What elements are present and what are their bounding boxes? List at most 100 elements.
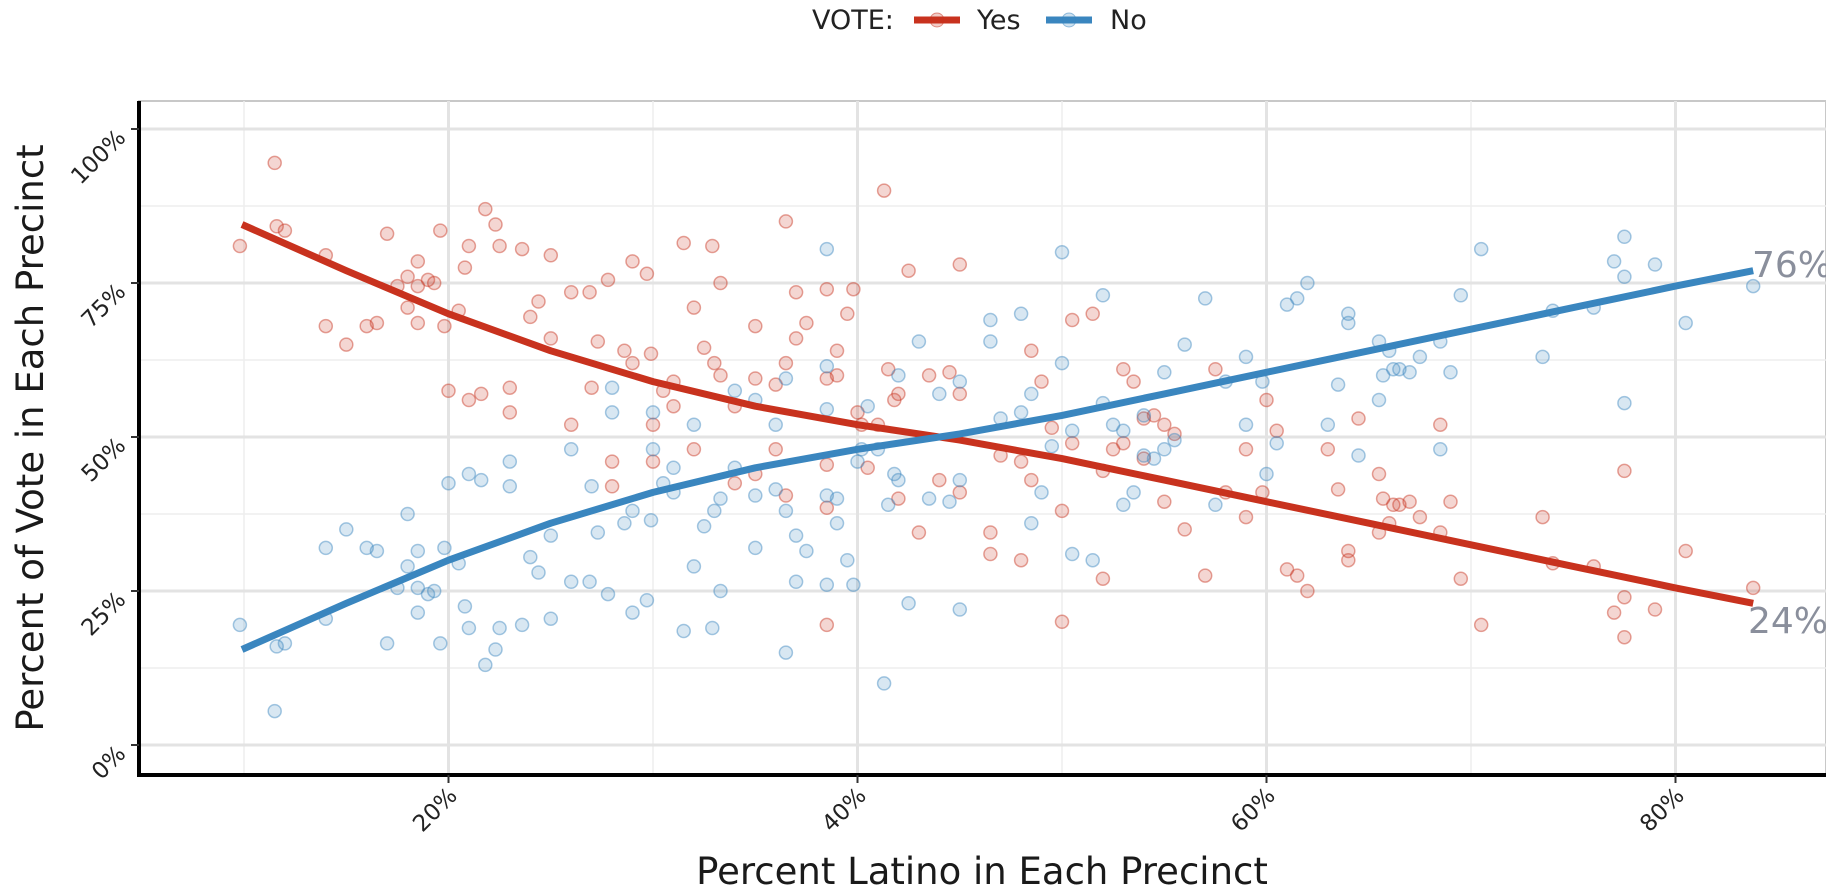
point-yes-154	[707, 355, 722, 371]
point-no-142	[1745, 278, 1761, 294]
point-yes-28	[502, 405, 518, 420]
point-no-15	[410, 605, 426, 620]
point-yes-111	[1269, 423, 1284, 439]
point-no-40	[639, 592, 655, 608]
point-yes-67	[846, 281, 861, 297]
point-yes-161	[461, 392, 477, 408]
x-tick-label-0: 20%	[408, 783, 463, 838]
point-yes-45	[676, 235, 691, 251]
trend-line-no	[240, 267, 1754, 653]
point-no-122	[1375, 368, 1391, 383]
point-no-144	[1054, 244, 1070, 260]
point-no-104	[1197, 291, 1213, 306]
point-yes-85	[1024, 343, 1039, 359]
point-no-107	[1238, 417, 1254, 432]
point-no-137	[1617, 229, 1632, 245]
point-yes-150	[604, 479, 620, 494]
point-no-81	[983, 312, 998, 328]
point-no-9	[379, 636, 395, 651]
point-yes-34	[582, 284, 597, 300]
point-no-89	[1064, 546, 1080, 562]
point-yes-165	[850, 405, 865, 420]
point-yes-156	[829, 343, 845, 359]
point-no-145	[1013, 306, 1029, 322]
point-yes-136	[1606, 605, 1622, 620]
point-yes-146	[891, 491, 906, 506]
y-tick-label-1: 25%	[77, 587, 132, 642]
point-no-75	[921, 491, 937, 506]
point-no-46	[686, 559, 702, 574]
point-yes-84	[1024, 472, 1039, 488]
point-yes-158	[625, 355, 640, 371]
point-yes-52	[727, 475, 743, 491]
grid	[139, 101, 1826, 775]
point-yes-86	[1034, 374, 1049, 389]
point-yes-38	[617, 343, 632, 359]
point-no-0	[232, 617, 248, 633]
point-no-132	[1453, 288, 1469, 303]
point-no-93	[1116, 423, 1131, 439]
point-yes-41	[643, 346, 659, 362]
point-no-49	[713, 491, 728, 506]
point-no-50	[713, 583, 728, 599]
point-yes-35	[590, 334, 606, 349]
point-yes-87	[1044, 420, 1060, 436]
point-no-76	[942, 494, 957, 509]
point-no-58	[778, 645, 794, 660]
point-yes-92	[1105, 442, 1121, 457]
point-yes-22	[457, 260, 473, 275]
point-yes-14	[410, 315, 426, 331]
point-yes-15	[410, 254, 426, 269]
point-yes-23	[461, 238, 477, 254]
point-yes-58	[778, 214, 794, 229]
point-no-154	[707, 503, 722, 519]
point-yes-42	[645, 417, 661, 432]
point-no-19	[437, 540, 452, 556]
point-yes-148	[686, 442, 702, 457]
point-yes-29	[514, 241, 530, 257]
point-no-133	[1535, 349, 1550, 365]
point-yes-55	[778, 488, 794, 503]
point-no-156	[829, 515, 845, 531]
point-no-7	[359, 540, 374, 556]
point-yes-64	[819, 457, 835, 472]
point-yes-143	[819, 617, 835, 633]
point-no-95	[1116, 497, 1131, 513]
point-no-42	[645, 442, 661, 457]
point-no-101	[1157, 442, 1172, 457]
point-yes-103	[1177, 522, 1192, 537]
point-yes-31	[531, 294, 546, 309]
point-yes-36	[600, 272, 616, 288]
point-no-80	[983, 334, 998, 349]
y-tick-label-4: 100%	[66, 125, 131, 190]
point-yes-122	[1375, 491, 1391, 506]
point-yes-60	[799, 315, 814, 331]
point-yes-72	[887, 392, 902, 408]
point-no-129	[1433, 442, 1448, 457]
point-yes-7	[359, 318, 374, 334]
point-yes-153	[666, 398, 681, 414]
point-yes-16	[420, 272, 436, 288]
point-no-8	[369, 543, 385, 559]
point-no-45	[676, 623, 691, 639]
point-yes-138	[1617, 589, 1632, 605]
point-no-124	[1386, 361, 1401, 377]
point-yes-11	[400, 269, 415, 285]
legend-title: VOTE:	[812, 5, 894, 36]
point-yes-107	[1238, 442, 1254, 457]
point-no-53	[748, 488, 763, 503]
point-yes-151	[563, 417, 579, 432]
point-no-74	[901, 596, 916, 611]
point-no-120	[1371, 392, 1387, 408]
point-no-130	[1443, 365, 1458, 380]
point-yes-56	[768, 377, 783, 392]
point-no-155	[788, 528, 804, 543]
point-yes-147	[768, 442, 783, 457]
point-yes-139	[1678, 543, 1693, 559]
point-no-117	[1341, 306, 1356, 322]
point-no-161	[461, 466, 477, 482]
point-yes-53	[748, 371, 763, 386]
point-yes-89	[1064, 312, 1080, 328]
point-yes-20	[441, 383, 456, 399]
point-no-57	[778, 503, 794, 519]
